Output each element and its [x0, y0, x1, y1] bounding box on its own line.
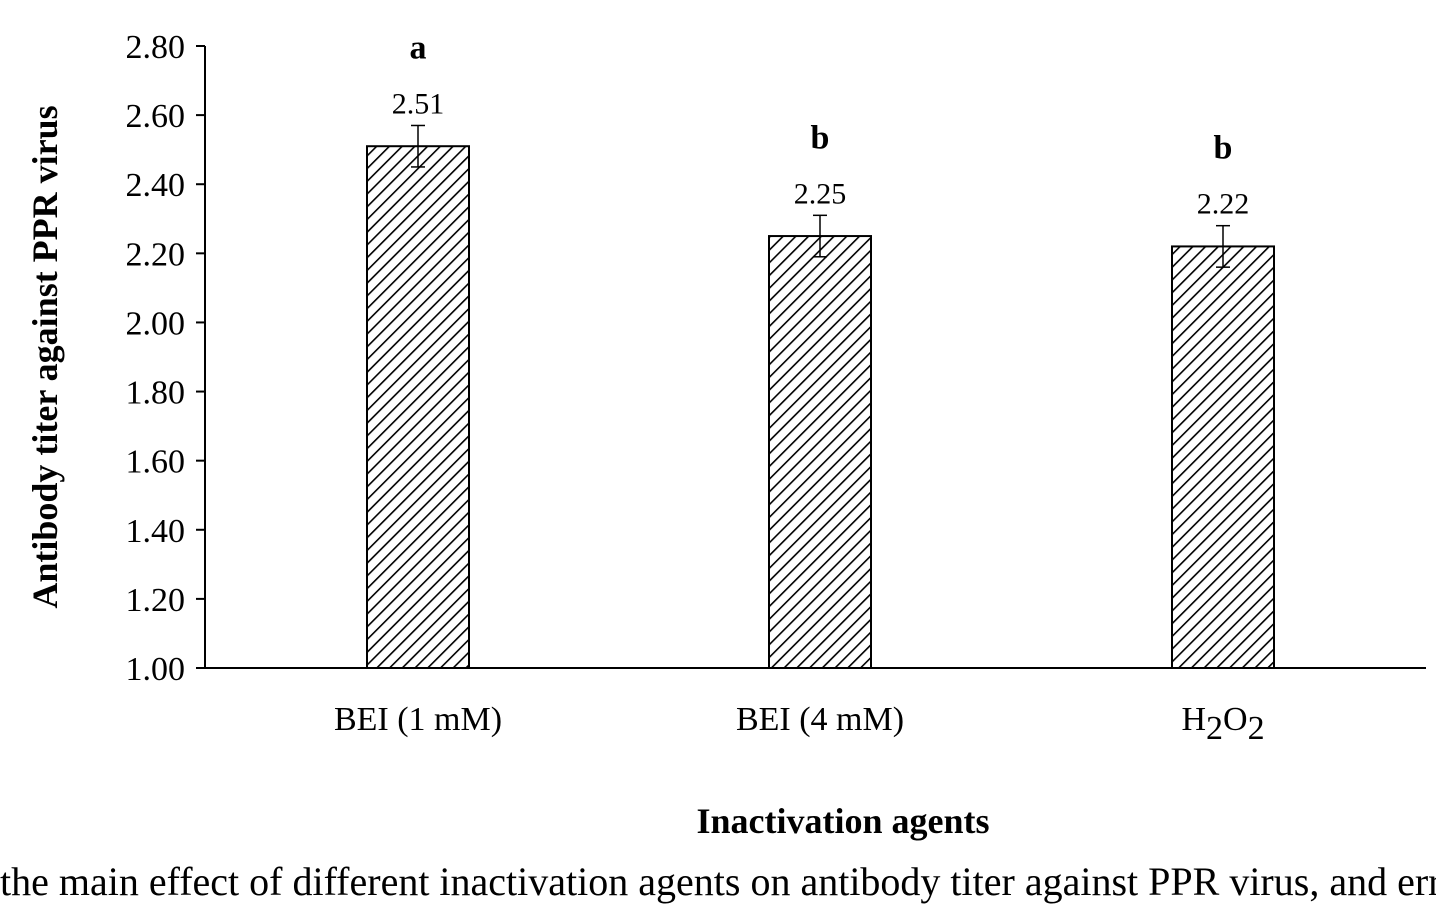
y-tick-label: 1.80	[126, 375, 186, 412]
bar	[768, 235, 872, 670]
x-tick-label: BEI (1 mM)	[334, 701, 502, 738]
significance-letter: a	[410, 29, 427, 66]
y-tick-label: 1.00	[126, 651, 186, 688]
y-axis-title: Antibody titer against PPR virus	[25, 105, 65, 608]
bar-chart: 1.00 1.20 1.40 1.60 1.80 2.00 2.20 2.40 2.60 2.80…	[25, 29, 1426, 841]
y-tick-label: 2.40	[126, 167, 186, 204]
data-label: 2.25	[794, 177, 847, 210]
significance-letter: b	[811, 119, 830, 156]
x-tick-labels: BEI (1 mM) BEI (4 mM) H2O2	[334, 701, 1265, 747]
significance-letter: b	[1214, 130, 1233, 167]
data-label: 2.22	[1197, 188, 1250, 221]
figure-caption: the main effect of different inactivatio…	[0, 860, 1436, 904]
y-tick-label: 2.60	[126, 98, 186, 135]
x-tick-label: H2O2	[1181, 701, 1264, 747]
bar	[1171, 245, 1275, 670]
y-tick-label: 2.00	[126, 305, 186, 342]
y-tick-label: 1.40	[126, 513, 186, 550]
y-tick-label: 2.20	[126, 236, 186, 273]
x-tick-label: BEI (4 mM)	[736, 701, 904, 738]
y-tick-label: 1.60	[126, 444, 186, 481]
bar	[366, 145, 470, 669]
data-label: 2.51	[392, 87, 445, 120]
x-axis-title: Inactivation agents	[696, 801, 989, 841]
bars: 2.51 a 2.25 b 2.22 b	[366, 29, 1275, 670]
y-tick-label: 2.80	[126, 29, 186, 66]
y-ticks: 1.00 1.20 1.40 1.60 1.80 2.00 2.20 2.40 2.60 2.80	[126, 29, 205, 688]
y-tick-label: 1.20	[126, 582, 186, 619]
